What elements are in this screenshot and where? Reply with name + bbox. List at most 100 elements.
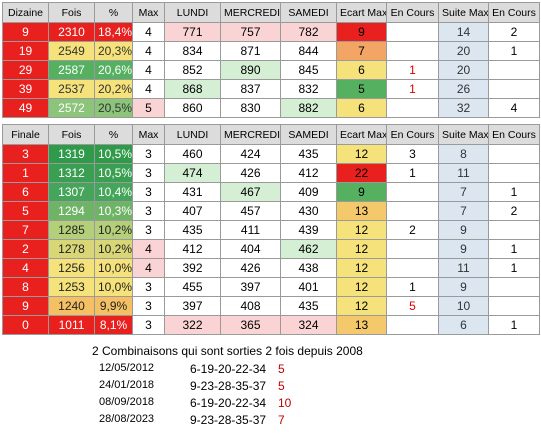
pct-cell[interactable]: 10,2% <box>94 239 133 259</box>
max-cell[interactable]: 3 <box>132 144 165 164</box>
max-cell[interactable]: 4 <box>132 60 165 80</box>
col-header[interactable]: Suite Max <box>438 2 489 23</box>
ecart-max-cell[interactable]: 12 <box>336 239 387 259</box>
max-cell[interactable]: 4 <box>132 22 165 42</box>
mercredi-cell[interactable]: 365 <box>220 315 281 335</box>
fois-cell[interactable]: 1285 <box>48 220 95 240</box>
fois-cell[interactable]: 1294 <box>48 201 95 221</box>
col-header[interactable]: En Cours <box>386 2 439 23</box>
col-header[interactable]: Dizaine <box>2 2 49 23</box>
col-header[interactable]: Ecart Max <box>336 124 387 145</box>
en-cours-cell[interactable] <box>386 315 439 335</box>
lundi-cell[interactable]: 455 <box>164 277 221 297</box>
samedi-cell[interactable]: 324 <box>280 315 337 335</box>
row-label-cell[interactable]: 9 <box>2 22 49 42</box>
mercredi-cell[interactable]: 757 <box>220 22 281 42</box>
row-label-cell[interactable]: 3 <box>2 144 49 164</box>
lundi-cell[interactable]: 431 <box>164 182 221 202</box>
fois-cell[interactable]: 1256 <box>48 258 95 278</box>
en-cours-suite-cell[interactable] <box>488 144 540 164</box>
row-label-cell[interactable]: 4 <box>2 258 49 278</box>
ecart-max-cell[interactable]: 13 <box>336 315 387 335</box>
en-cours-cell[interactable] <box>386 98 439 118</box>
max-cell[interactable]: 5 <box>132 98 165 118</box>
col-header[interactable]: En Cours <box>488 124 540 145</box>
max-cell[interactable]: 4 <box>132 79 165 99</box>
en-cours-suite-cell[interactable]: 2 <box>488 22 540 42</box>
samedi-cell[interactable]: 438 <box>280 258 337 278</box>
mercredi-cell[interactable]: 871 <box>220 41 281 61</box>
col-header[interactable]: LUNDI <box>164 2 221 23</box>
samedi-cell[interactable]: 401 <box>280 277 337 297</box>
samedi-cell[interactable]: 844 <box>280 41 337 61</box>
ecart-max-cell[interactable]: 22 <box>336 163 387 183</box>
en-cours-suite-cell[interactable]: 4 <box>488 98 540 118</box>
ecart-max-cell[interactable]: 5 <box>336 79 387 99</box>
suite-max-cell[interactable]: 9 <box>438 239 489 259</box>
ecart-max-cell[interactable]: 6 <box>336 60 387 80</box>
max-cell[interactable]: 3 <box>132 296 165 316</box>
lundi-cell[interactable]: 868 <box>164 79 221 99</box>
en-cours-cell[interactable] <box>386 182 439 202</box>
lundi-cell[interactable]: 322 <box>164 315 221 335</box>
suite-max-cell[interactable]: 9 <box>438 220 489 240</box>
suite-max-cell[interactable]: 9 <box>438 277 489 297</box>
pct-cell[interactable]: 20,6% <box>94 60 133 80</box>
lundi-cell[interactable]: 460 <box>164 144 221 164</box>
samedi-cell[interactable]: 782 <box>280 22 337 42</box>
en-cours-suite-cell[interactable] <box>488 79 540 99</box>
mercredi-cell[interactable]: 457 <box>220 201 281 221</box>
pct-cell[interactable]: 10,4% <box>94 182 133 202</box>
ecart-max-cell[interactable]: 12 <box>336 220 387 240</box>
max-cell[interactable]: 4 <box>132 41 165 61</box>
lundi-cell[interactable]: 435 <box>164 220 221 240</box>
row-label-cell[interactable]: 6 <box>2 182 49 202</box>
mercredi-cell[interactable]: 404 <box>220 239 281 259</box>
col-header[interactable]: Fois <box>48 2 95 23</box>
row-label-cell[interactable]: 29 <box>2 60 49 80</box>
ecart-max-cell[interactable]: 12 <box>336 277 387 297</box>
en-cours-cell[interactable]: 1 <box>386 277 439 297</box>
pct-cell[interactable]: 10,0% <box>94 277 133 297</box>
fois-cell[interactable]: 1011 <box>48 315 95 335</box>
max-cell[interactable]: 3 <box>132 277 165 297</box>
mercredi-cell[interactable]: 408 <box>220 296 281 316</box>
pct-cell[interactable]: 10,3% <box>94 201 133 221</box>
en-cours-cell[interactable] <box>386 22 439 42</box>
ecart-max-cell[interactable]: 13 <box>336 201 387 221</box>
suite-max-cell[interactable]: 20 <box>438 41 489 61</box>
col-header[interactable]: % <box>94 2 133 23</box>
suite-max-cell[interactable]: 7 <box>438 201 489 221</box>
samedi-cell[interactable]: 832 <box>280 79 337 99</box>
col-header[interactable]: Max <box>132 124 165 145</box>
col-header[interactable]: En Cours <box>386 124 439 145</box>
suite-max-cell[interactable]: 10 <box>438 296 489 316</box>
mercredi-cell[interactable]: 890 <box>220 60 281 80</box>
suite-max-cell[interactable]: 32 <box>438 98 489 118</box>
col-header[interactable]: MERCREDI <box>220 2 281 23</box>
row-label-cell[interactable]: 5 <box>2 201 49 221</box>
row-label-cell[interactable]: 7 <box>2 220 49 240</box>
mercredi-cell[interactable]: 426 <box>220 258 281 278</box>
pct-cell[interactable]: 9,9% <box>94 296 133 316</box>
samedi-cell[interactable]: 409 <box>280 182 337 202</box>
pct-cell[interactable]: 20,2% <box>94 79 133 99</box>
en-cours-suite-cell[interactable] <box>488 220 540 240</box>
fois-cell[interactable]: 1312 <box>48 163 95 183</box>
en-cours-suite-cell[interactable]: 1 <box>488 182 540 202</box>
lundi-cell[interactable]: 392 <box>164 258 221 278</box>
fois-cell[interactable]: 1240 <box>48 296 95 316</box>
samedi-cell[interactable]: 845 <box>280 60 337 80</box>
fois-cell[interactable]: 1278 <box>48 239 95 259</box>
pct-cell[interactable]: 10,2% <box>94 220 133 240</box>
ecart-max-cell[interactable]: 9 <box>336 182 387 202</box>
pct-cell[interactable]: 10,5% <box>94 163 133 183</box>
col-header[interactable]: SAMEDI <box>280 2 337 23</box>
en-cours-cell[interactable]: 5 <box>386 296 439 316</box>
lundi-cell[interactable]: 834 <box>164 41 221 61</box>
max-cell[interactable]: 3 <box>132 163 165 183</box>
col-header[interactable]: SAMEDI <box>280 124 337 145</box>
lundi-cell[interactable]: 407 <box>164 201 221 221</box>
suite-max-cell[interactable]: 26 <box>438 79 489 99</box>
en-cours-cell[interactable]: 1 <box>386 163 439 183</box>
